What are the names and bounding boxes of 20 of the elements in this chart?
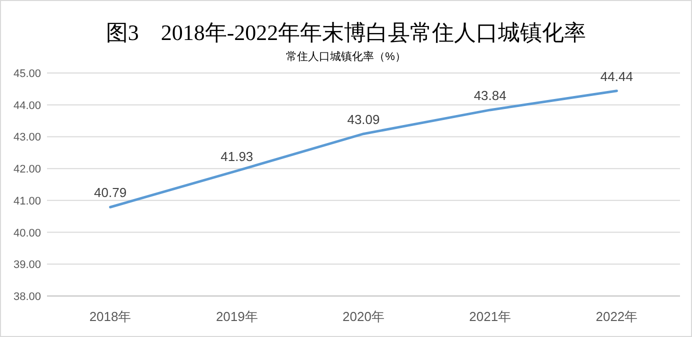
data-label: 41.93 bbox=[220, 148, 254, 164]
y-tick-label: 43.00 bbox=[13, 132, 41, 144]
y-tick-label: 40.00 bbox=[13, 227, 41, 240]
y-tick-label: 39.00 bbox=[13, 259, 41, 272]
y-tick-label: 41.00 bbox=[13, 195, 41, 208]
data-label: 43.09 bbox=[347, 112, 380, 127]
y-tick-label: 42.00 bbox=[13, 164, 41, 176]
x-tick-label: 2022年 bbox=[596, 309, 638, 324]
x-tick-label: 2019年 bbox=[216, 309, 258, 324]
chart-subtitle: 常住人口城镇化率（%） bbox=[286, 50, 406, 63]
x-tick-label: 2020年 bbox=[342, 309, 384, 324]
data-label: 40.79 bbox=[94, 185, 127, 200]
data-label: 44.44 bbox=[600, 68, 633, 84]
x-tick-label: 2021年 bbox=[469, 309, 512, 324]
y-tick-label: 45.00 bbox=[13, 68, 41, 80]
x-tick-label: 2018年 bbox=[89, 309, 132, 324]
y-tick-label: 44.00 bbox=[13, 100, 41, 112]
data-label: 43.84 bbox=[474, 88, 506, 103]
chart-title: 图3 2018年-2022年年末博白县常住人口城镇化率 bbox=[106, 20, 586, 45]
y-tick-label: 38.00 bbox=[13, 291, 41, 303]
